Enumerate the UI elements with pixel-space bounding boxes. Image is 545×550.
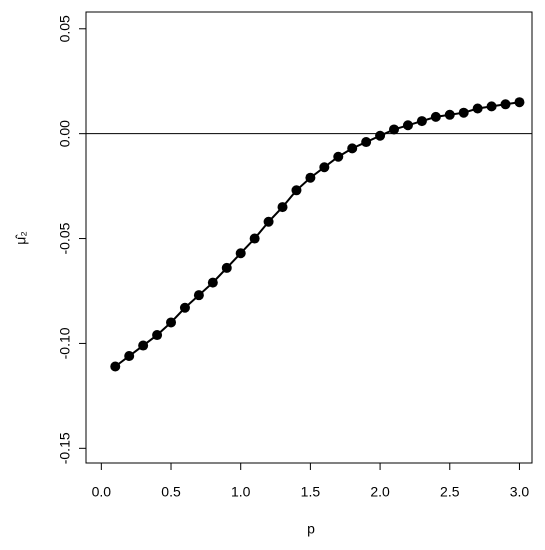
x-tick-label: 3.0 <box>510 484 530 500</box>
data-point <box>263 216 274 227</box>
y-tick-label: -0.05 <box>57 222 73 254</box>
x-tick-label: 1.5 <box>301 484 321 500</box>
x-tick-label: 2.5 <box>440 484 460 500</box>
data-point <box>472 103 483 114</box>
data-point <box>361 137 372 148</box>
data-point <box>444 109 455 120</box>
data-point <box>207 277 218 288</box>
x-tick-label: 2.0 <box>370 484 390 500</box>
data-point <box>333 151 344 162</box>
y-tick-label: 0.05 <box>57 15 73 42</box>
x-tick-label: 0.0 <box>92 484 112 500</box>
data-point <box>514 97 525 108</box>
data-point <box>430 111 441 122</box>
y-tick-label: 0.00 <box>57 120 73 147</box>
data-point <box>124 351 135 362</box>
data-point <box>458 107 469 118</box>
data-point <box>249 233 260 244</box>
data-point <box>179 302 190 313</box>
data-point <box>291 185 302 196</box>
data-point <box>486 101 497 112</box>
data-point <box>500 99 511 110</box>
data-point <box>402 120 413 131</box>
data-point <box>389 124 400 135</box>
data-point <box>375 130 386 141</box>
x-tick-label: 0.5 <box>161 484 181 500</box>
data-point <box>110 361 121 372</box>
data-point <box>221 262 232 273</box>
x-tick-label: 1.0 <box>231 484 251 500</box>
y-tick-label: -0.10 <box>57 327 73 359</box>
data-point <box>305 172 316 183</box>
data-point <box>138 340 149 351</box>
data-point <box>347 143 358 154</box>
series-line <box>114 101 520 368</box>
data-point <box>277 202 288 213</box>
y-axis-label: μ̂₂ <box>13 231 29 245</box>
data-point <box>319 162 330 173</box>
x-axis-label: p <box>307 521 315 537</box>
y-tick-label: -0.15 <box>57 432 73 464</box>
data-point <box>193 290 204 301</box>
data-point <box>235 248 246 259</box>
data-point <box>166 317 177 328</box>
data-point <box>152 330 163 341</box>
plot-box <box>85 11 533 464</box>
data-point <box>416 116 427 127</box>
